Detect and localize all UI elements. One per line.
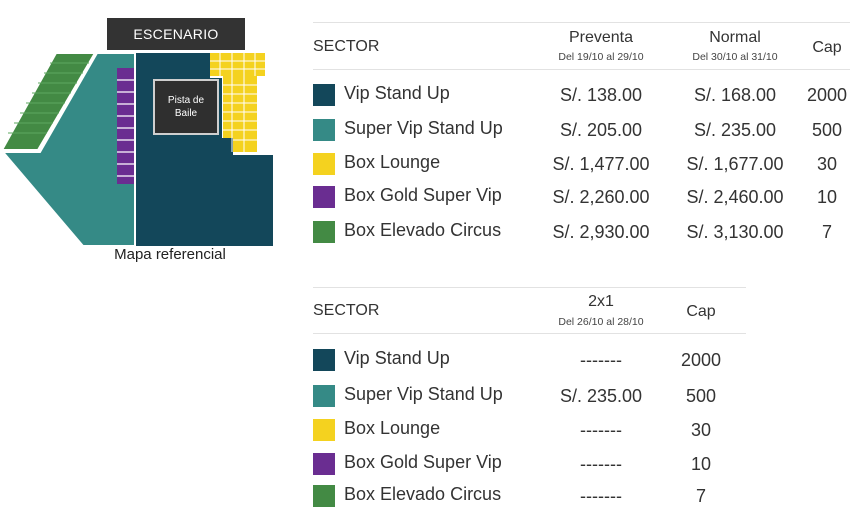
capacity: 7 [821, 222, 832, 242]
header-sector: SECTOR [313, 302, 380, 319]
table-row: Box Gold Super Vip S/. 2,260.00 S/. 2,460.… [313, 185, 850, 209]
header-cap: Cap [812, 39, 842, 56]
map-zone-box-elevado-circus [0, 52, 97, 151]
preventa-price: S/. 2,260.00 [552, 187, 650, 207]
stage-label: ESCENARIO [107, 18, 245, 50]
header-bottom-rule [313, 69, 850, 70]
dance-floor-label: Pista de Baile [153, 79, 219, 135]
sector-color-swatch [313, 186, 335, 208]
header-top-rule [313, 22, 850, 23]
normal-price: S/. 2,460.00 [686, 187, 784, 207]
normal-price: S/. 1,677.00 [686, 154, 784, 174]
sector-color-swatch [313, 349, 335, 371]
sector-color-swatch [313, 385, 335, 407]
table-row: Super Vip Stand Up S/. 205.00 S/. 235.00 50… [313, 118, 850, 142]
capacity: 2000 [806, 85, 848, 105]
header-bottom-rule [313, 333, 746, 334]
table-row: Box Elevado Circus ------- 7 [313, 484, 746, 508]
sector-name: Box Elevado Circus [344, 220, 502, 240]
table-row: Vip Stand Up ------- 2000 [313, 348, 746, 372]
table-row: Super Vip Stand Up S/. 235.00 500 [313, 384, 746, 408]
table-row: Vip Stand Up S/. 138.00 S/. 168.00 2000 [313, 83, 850, 107]
promo-price: ------- [580, 350, 622, 370]
capacity: 7 [695, 486, 706, 506]
table-row: Box Lounge ------- 30 [313, 418, 746, 442]
capacity: 10 [816, 187, 838, 207]
sector-color-swatch [313, 221, 335, 243]
sector-name: Box Gold Super Vip [344, 185, 502, 205]
map-zone-super-vip-stand-up [0, 52, 136, 247]
sector-name: Box Elevado Circus [344, 484, 502, 504]
sector-name: Vip Stand Up [344, 348, 450, 368]
sector-color-swatch [313, 153, 335, 175]
price-table-regular: SECTOR Preventa Del 19/10 al 29/10 Norma… [313, 22, 850, 252]
sector-color-swatch [313, 453, 335, 475]
header-cap: Cap [686, 303, 716, 320]
sector-name: Vip Stand Up [344, 83, 450, 103]
header-preventa-dates: Del 19/10 al 29/10 [558, 51, 644, 63]
normal-price: S/. 3,130.00 [686, 222, 784, 242]
sector-name: Super Vip Stand Up [344, 384, 503, 404]
map-zone-box-gold-super-vip [117, 68, 134, 184]
map-caption: Mapa referencial [114, 246, 226, 263]
capacity: 500 [685, 386, 717, 406]
sector-color-swatch [313, 119, 335, 141]
header-promo: 2x1 [588, 293, 614, 310]
normal-price: S/. 235.00 [693, 120, 777, 140]
preventa-price: S/. 1,477.00 [552, 154, 650, 174]
table-row: Box Lounge S/. 1,477.00 S/. 1,677.00 30 [313, 152, 850, 176]
sector-name: Super Vip Stand Up [344, 118, 503, 138]
promo-price: S/. 235.00 [559, 386, 643, 406]
header-preventa: Preventa [568, 29, 634, 46]
capacity: 2000 [680, 350, 722, 370]
header-normal: Normal [709, 29, 761, 46]
sector-name: Box Lounge [344, 418, 441, 438]
venue-map: ESCENARIO Pista de Baile Mapa referencia… [0, 0, 290, 270]
sector-name: Box Lounge [344, 152, 441, 172]
header-promo-dates: Del 26/10 al 28/10 [558, 316, 644, 328]
header-sector: SECTOR [313, 38, 380, 55]
sector-name: Box Gold Super Vip [344, 452, 502, 472]
capacity: 30 [690, 420, 712, 440]
promo-price: ------- [580, 420, 622, 440]
promo-price: ------- [580, 454, 622, 474]
header-top-rule [313, 287, 746, 288]
promo-price: ------- [580, 486, 622, 506]
table-row: Box Gold Super Vip ------- 10 [313, 452, 746, 476]
capacity: 30 [816, 154, 838, 174]
table-row: Box Elevado Circus S/. 2,930.00 S/. 3,130.… [313, 220, 850, 244]
preventa-price: S/. 2,930.00 [552, 222, 650, 242]
sector-color-swatch [313, 485, 335, 507]
capacity: 500 [811, 120, 843, 140]
capacity: 10 [690, 454, 712, 474]
normal-price: S/. 168.00 [693, 85, 777, 105]
preventa-price: S/. 138.00 [559, 85, 643, 105]
price-table-2x1: SECTOR 2x1 Del 26/10 al 28/10 Cap Vip St… [313, 287, 746, 513]
sector-color-swatch [313, 84, 335, 106]
header-normal-dates: Del 30/10 al 31/10 [692, 51, 778, 63]
preventa-price: S/. 205.00 [559, 120, 643, 140]
sector-color-swatch [313, 419, 335, 441]
